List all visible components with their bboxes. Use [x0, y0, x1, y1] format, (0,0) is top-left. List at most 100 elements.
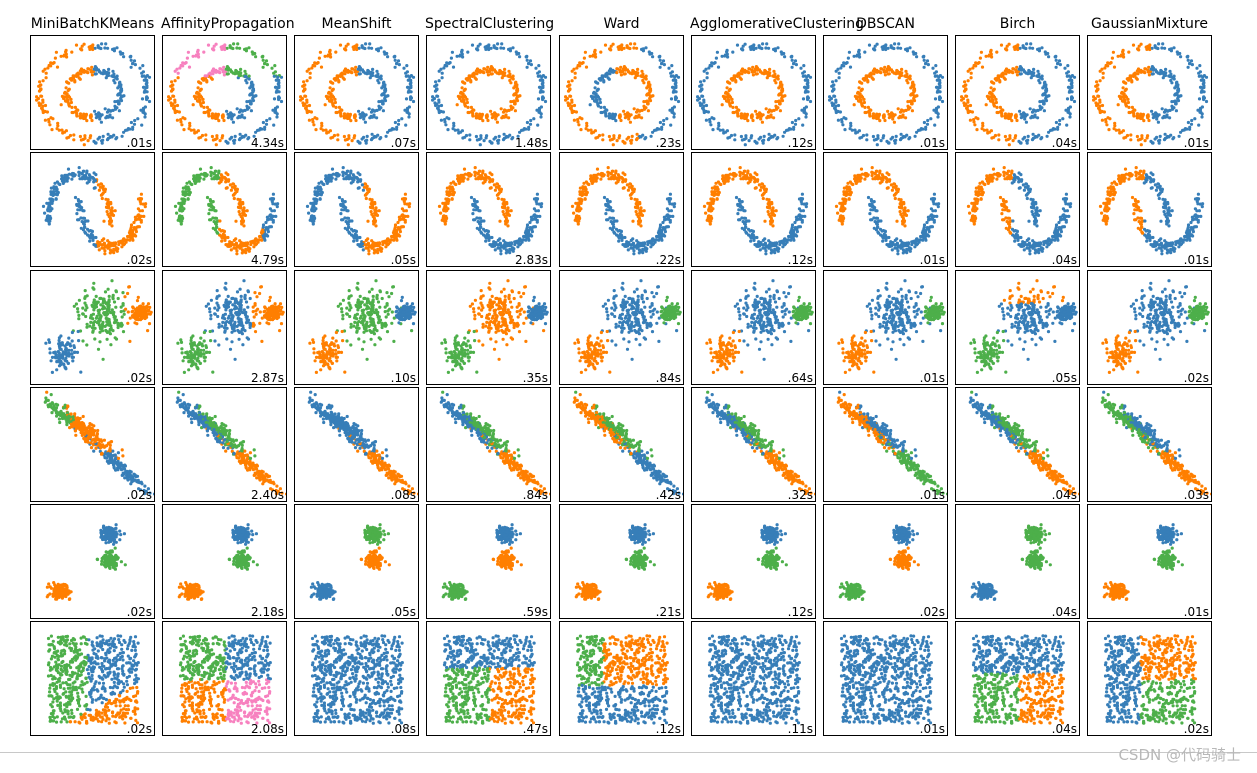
data-point — [209, 202, 213, 206]
data-point — [314, 207, 318, 211]
data-point — [924, 61, 928, 65]
data-point — [1172, 136, 1176, 140]
data-point — [225, 109, 229, 113]
data-point — [373, 109, 377, 113]
data-point — [234, 241, 238, 245]
data-point — [129, 65, 133, 69]
data-point — [776, 136, 780, 140]
data-point — [537, 64, 541, 68]
data-point — [905, 48, 909, 52]
data-point — [244, 247, 248, 251]
data-point — [106, 205, 110, 209]
data-point — [94, 141, 98, 145]
data-point — [1160, 107, 1164, 111]
data-point — [1024, 120, 1028, 124]
data-point — [441, 110, 445, 114]
data-point — [179, 208, 183, 212]
data-point — [448, 61, 452, 65]
data-point — [393, 225, 397, 229]
data-point — [187, 127, 191, 131]
data-point — [129, 223, 134, 227]
data-point — [508, 251, 512, 255]
data-point — [507, 116, 511, 120]
data-point — [1168, 74, 1172, 79]
data-point — [604, 113, 608, 117]
data-point — [396, 220, 400, 225]
data-point — [1113, 124, 1117, 128]
data-point — [752, 47, 756, 52]
data-point — [409, 97, 413, 102]
data-point — [506, 224, 510, 228]
data-point — [43, 118, 47, 122]
data-point — [670, 64, 674, 68]
data-point — [976, 117, 980, 121]
data-point — [479, 114, 483, 118]
data-point — [70, 105, 74, 109]
data-point — [337, 105, 341, 109]
data-point — [212, 220, 216, 224]
data-point — [138, 209, 142, 213]
data-point — [354, 65, 358, 69]
data-point — [1040, 106, 1044, 110]
data-point — [199, 81, 203, 85]
data-point — [1151, 112, 1155, 116]
data-point — [731, 105, 735, 109]
data-point — [747, 139, 751, 143]
data-point — [237, 114, 241, 118]
data-point — [187, 180, 191, 184]
data-point — [582, 56, 586, 60]
data-point — [995, 50, 999, 54]
data-point — [532, 117, 536, 121]
data-point — [405, 85, 410, 89]
data-point — [461, 95, 465, 99]
data-point — [714, 56, 718, 60]
data-point — [1095, 103, 1099, 108]
data-point — [607, 134, 611, 139]
data-point — [309, 214, 314, 218]
data-point — [935, 90, 939, 94]
data-point — [1142, 119, 1146, 123]
data-point — [115, 46, 119, 50]
data-point — [867, 109, 871, 113]
data-point — [726, 95, 730, 99]
panel-noisy_circles-affinitypropagation: 4.34s — [162, 35, 287, 150]
data-point — [379, 247, 383, 251]
data-point — [183, 117, 187, 121]
data-point — [381, 81, 386, 85]
data-point — [239, 202, 243, 206]
data-point — [210, 134, 214, 139]
data-point — [489, 243, 493, 247]
data-point — [324, 128, 328, 132]
data-point — [1092, 95, 1096, 99]
data-point — [431, 98, 435, 102]
data-point — [479, 225, 483, 229]
data-point — [252, 245, 256, 249]
data-point — [488, 67, 492, 71]
data-point — [880, 67, 884, 71]
data-point — [100, 42, 104, 46]
data-point — [364, 139, 368, 143]
data-point — [466, 50, 470, 54]
data-point — [60, 128, 64, 132]
data-point — [741, 116, 745, 120]
data-point — [341, 166, 345, 170]
data-point — [337, 79, 341, 83]
data-point — [44, 71, 48, 75]
data-point — [474, 205, 478, 209]
data-point — [139, 192, 143, 196]
data-point — [1112, 65, 1117, 69]
data-point — [721, 94, 725, 98]
data-point — [1102, 110, 1106, 114]
data-point — [887, 141, 891, 145]
data-point — [354, 73, 358, 77]
data-point — [249, 241, 253, 245]
data-point — [1070, 90, 1074, 94]
data-point — [648, 84, 652, 89]
data-point — [905, 72, 909, 76]
data-point — [537, 202, 541, 206]
data-point — [343, 72, 347, 76]
data-point — [77, 218, 81, 222]
data-point — [218, 139, 222, 143]
data-point — [974, 61, 978, 65]
data-point — [209, 166, 213, 170]
